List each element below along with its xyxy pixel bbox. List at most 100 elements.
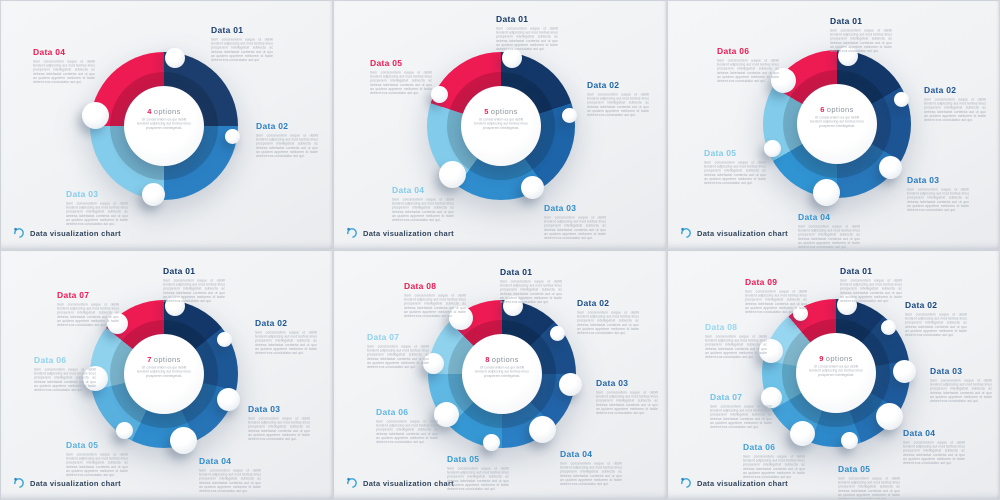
- data-label-placeholder-text: Sem conseruntem eaque ut debiti tendent …: [256, 134, 318, 159]
- data-label-title: Data 04: [903, 428, 936, 438]
- template-panel-8-options: 8 options Ut conseruntem ea qui debiti te…: [333, 250, 667, 500]
- data-label-placeholder-text: Sem conseruntem eaque ut debiti tendent …: [163, 279, 225, 304]
- data-label-title: Data 02: [905, 300, 938, 310]
- sphere-marker: [216, 332, 232, 348]
- data-label-placeholder-text: Sem conseruntem eaque ut debiti tendent …: [404, 294, 466, 319]
- data-label: Data 04 Sem conseruntem eaque ut debiti t…: [392, 185, 454, 247]
- data-label-placeholder-text: Sem conseruntem eaque ut debiti tendent …: [840, 279, 902, 304]
- data-label-placeholder-text: Sem conseruntem eaque ut debiti tendent …: [496, 27, 558, 52]
- donut-center: 8 options Ut conseruntem ea qui debiti te…: [462, 334, 542, 414]
- sphere-marker: [876, 402, 904, 430]
- options-label: 8 options: [485, 355, 519, 364]
- data-label-placeholder-text: Sem conseruntem eaque ut debiti tendent …: [367, 345, 429, 370]
- data-label-placeholder-text: Sem conseruntem eaque ut debiti tendent …: [199, 469, 261, 494]
- donut-logo-icon: [14, 227, 24, 238]
- options-word: options: [491, 354, 519, 364]
- data-label-title: Data 09: [745, 277, 778, 287]
- data-label-title: Data 08: [404, 281, 437, 291]
- center-placeholder-text: Ut conseruntem ea qui debiti tendent adi…: [474, 117, 528, 130]
- sphere-marker: [761, 387, 783, 409]
- data-label: Data 01 Sem conseruntem eaque ut debiti t…: [211, 25, 273, 87]
- center-placeholder-text: Ut conseruntem ea qui debiti tendent adi…: [809, 364, 863, 377]
- sphere-marker: [550, 325, 566, 341]
- sphere-marker: [224, 129, 240, 145]
- donut-logo-icon: [681, 227, 691, 238]
- options-label: 9 options: [819, 354, 853, 363]
- data-label: Data 02 Sem conseruntem eaque ut debiti t…: [577, 298, 639, 360]
- data-label-placeholder-text: Sem conseruntem eaque ut debiti tendent …: [376, 420, 438, 445]
- options-count: 9: [819, 353, 824, 363]
- options-count: 7: [147, 354, 152, 364]
- data-label-title: Data 02: [587, 80, 620, 90]
- footer-label: Data visualization chart: [30, 478, 121, 488]
- data-label: Data 03 Sem conseruntem eaque ut debiti t…: [930, 366, 992, 428]
- donut-chart: 8 options Ut conseruntem ea qui debiti te…: [423, 295, 582, 451]
- data-label: Data 03 Sem conseruntem eaque ut debiti t…: [907, 175, 969, 237]
- data-label: Data 04 Sem conseruntem eaque ut debiti t…: [199, 456, 261, 499]
- data-label-placeholder-text: Sem conseruntem eaque ut debiti tendent …: [57, 303, 119, 328]
- data-label-placeholder-text: Sem conseruntem eaque ut debiti tendent …: [587, 93, 649, 118]
- sphere-marker: [433, 402, 459, 428]
- data-label: Data 05 Sem conseruntem eaque ut debiti t…: [66, 440, 128, 499]
- data-label-title: Data 03: [248, 404, 281, 414]
- data-label: Data 08 Sem conseruntem eaque ut debiti t…: [705, 322, 767, 384]
- sphere-marker: [164, 295, 185, 316]
- data-label: Data 03 Sem conseruntem eaque ut debiti t…: [544, 203, 606, 249]
- data-label-placeholder-text: Sem conseruntem eaque ut debiti tendent …: [930, 379, 992, 404]
- footer-label: Data visualization chart: [363, 228, 454, 238]
- data-label: Data 09 Sem conseruntem eaque ut debiti t…: [745, 277, 807, 339]
- data-label: Data 03 Sem conseruntem eaque ut debiti t…: [248, 404, 310, 466]
- data-label-placeholder-text: Sem conseruntem eaque ut debiti tendent …: [924, 98, 986, 123]
- options-count: 4: [147, 106, 152, 116]
- center-placeholder-text: Ut conseruntem ea qui debiti tendent adi…: [810, 115, 864, 128]
- data-label-title: Data 05: [370, 58, 403, 68]
- sphere-marker: [758, 338, 783, 363]
- data-label-title: Data 03: [907, 175, 940, 185]
- sphere-marker: [879, 155, 903, 179]
- sphere-marker: [170, 426, 198, 454]
- data-label: Data 02 Sem conseruntem eaque ut debiti t…: [256, 121, 318, 183]
- sphere-marker: [812, 178, 840, 206]
- footer: Data visualization chart: [346, 227, 454, 239]
- options-word: options: [490, 106, 518, 116]
- data-label: Data 06 Sem conseruntem eaque ut debiti t…: [34, 355, 96, 417]
- sphere-marker: [482, 433, 500, 451]
- data-label-placeholder-text: Sem conseruntem eaque ut debiti tendent …: [745, 290, 807, 315]
- sphere-marker: [792, 306, 808, 322]
- data-label-placeholder-text: Sem conseruntem eaque ut debiti tendent …: [544, 216, 606, 241]
- data-label-title: Data 01: [500, 267, 533, 277]
- data-label: Data 02 Sem conseruntem eaque ut debiti t…: [905, 300, 967, 362]
- template-panel-7-options: 7 options Ut conseruntem ea qui debiti te…: [0, 250, 333, 500]
- footer-label: Data visualization chart: [363, 478, 454, 488]
- options-label: 7 options: [147, 355, 181, 364]
- data-label-placeholder-text: Sem conseruntem eaque ut debiti tendent …: [392, 198, 454, 223]
- sphere-marker: [502, 295, 523, 316]
- footer: Data visualization chart: [680, 477, 788, 489]
- center-placeholder-text: Ut conseruntem ea qui debiti tendent adi…: [475, 365, 529, 378]
- data-label: Data 04 Sem conseruntem eaque ut debiti t…: [798, 212, 860, 249]
- data-label-title: Data 01: [830, 16, 863, 26]
- sphere-marker: [520, 175, 544, 199]
- donut-logo-icon: [681, 477, 691, 488]
- data-label: Data 02 Sem conseruntem eaque ut debiti t…: [924, 85, 986, 147]
- data-label-placeholder-text: Sem conseruntem eaque ut debiti tendent …: [500, 280, 562, 305]
- sphere-marker: [106, 312, 128, 334]
- sphere-marker: [764, 140, 782, 158]
- data-label-placeholder-text: Sem conseruntem eaque ut debiti tendent …: [717, 59, 779, 84]
- data-label-title: Data 01: [163, 266, 196, 276]
- data-label: Data 07 Sem conseruntem eaque ut debiti t…: [710, 392, 772, 454]
- data-label: Data 02 Sem conseruntem eaque ut debiti t…: [255, 318, 317, 380]
- data-label: Data 02 Sem conseruntem eaque ut debiti t…: [587, 80, 649, 142]
- data-label: Data 01 Sem conseruntem eaque ut debiti t…: [830, 16, 892, 78]
- donut-center: 5 options Ut conseruntem ea qui debiti te…: [461, 86, 541, 166]
- template-panel-4-options: 4 options Ut conseruntem ea qui debiti te…: [0, 0, 333, 250]
- data-label-placeholder-text: Sem conseruntem eaque ut debiti tendent …: [370, 71, 432, 96]
- data-label-placeholder-text: Sem conseruntem eaque ut debiti tendent …: [905, 313, 967, 338]
- donut-logo-icon: [347, 477, 357, 488]
- sphere-marker: [423, 352, 445, 374]
- template-panel-9-options: 9 options Ut conseruntem ea qui debiti te…: [667, 250, 1000, 500]
- data-label-title: Data 03: [596, 378, 629, 388]
- sphere-marker: [561, 107, 577, 123]
- data-label-title: Data 05: [838, 464, 871, 474]
- data-label: Data 01 Sem conseruntem eaque ut debiti t…: [163, 266, 225, 328]
